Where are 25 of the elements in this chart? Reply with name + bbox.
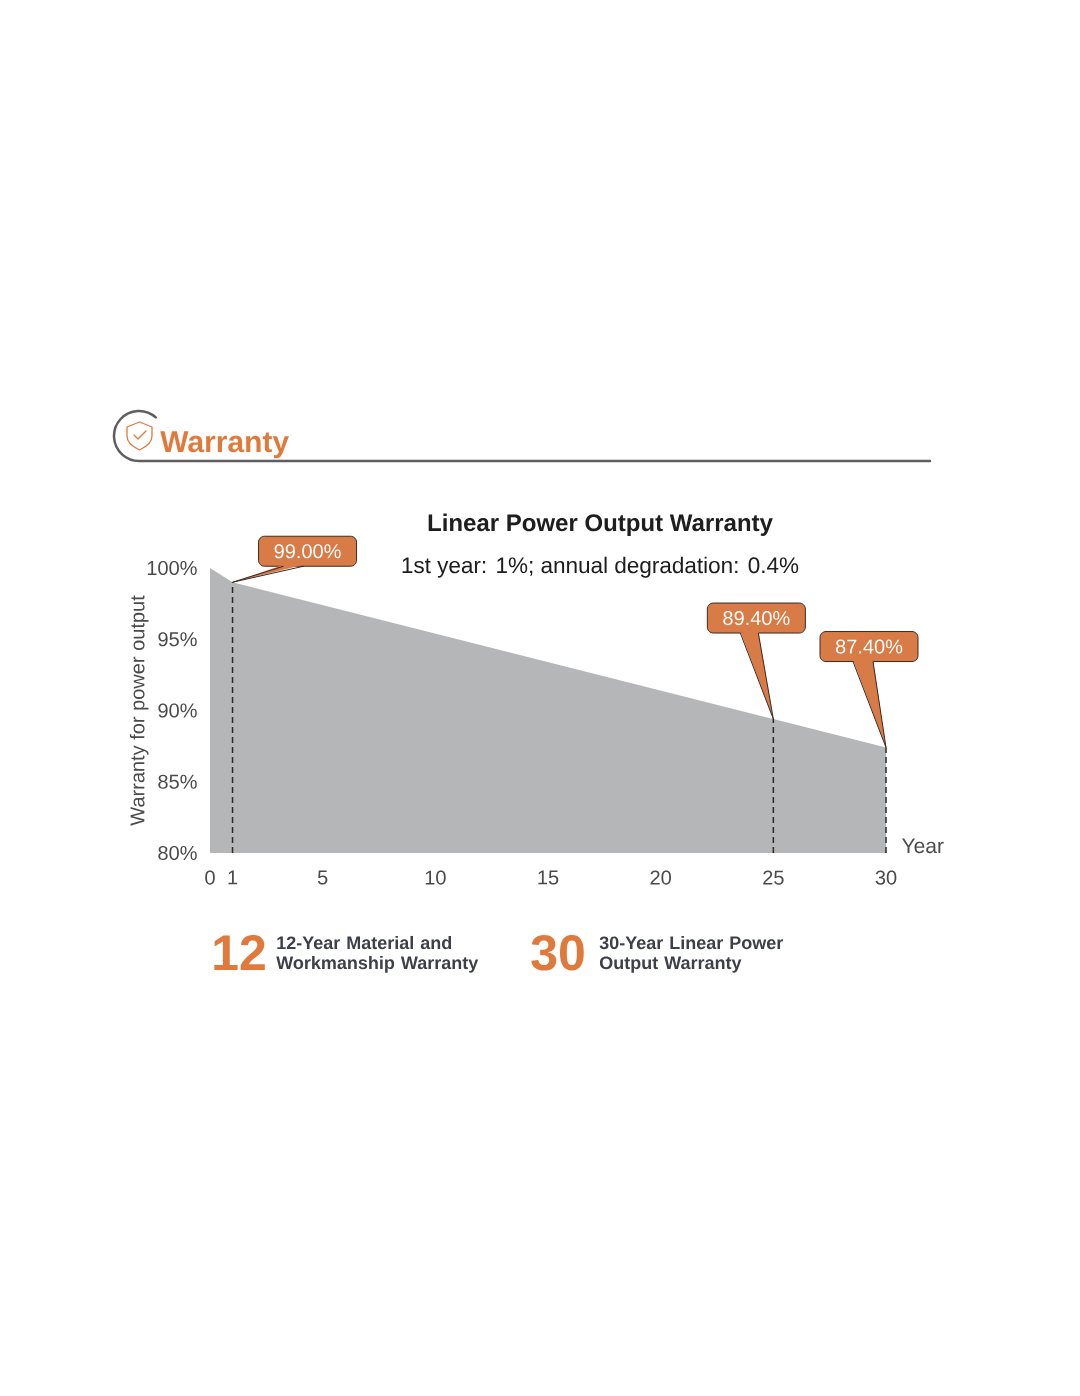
y-tick-label: 85%	[158, 774, 197, 789]
x-tick-label: 20	[650, 870, 672, 885]
x-tick-label: 5	[317, 870, 328, 885]
x-tick-label: 0	[205, 870, 215, 885]
y-tick-label: 95%	[158, 632, 197, 647]
chart-subtitle: 1st year: 1%; annual degradation: 0.4%	[402, 556, 799, 578]
data-label: 87.40%	[835, 639, 903, 654]
data-label: 89.40%	[723, 610, 790, 626]
x-tick-label: 15	[538, 870, 559, 885]
y-tick-label: 100%	[147, 560, 197, 576]
x-tick-label: 1	[228, 870, 238, 885]
x-tick-label: 10	[425, 870, 446, 885]
text: 12	[214, 935, 265, 970]
text: 30-Year Linear Power Output Warranty	[599, 935, 784, 973]
data-label: 99.00%	[274, 544, 341, 559]
chart-title: Linear Power Output Warranty	[428, 513, 773, 536]
text: 30	[531, 935, 584, 971]
x-tick-label: 25	[763, 870, 784, 885]
y-tick-label: 80%	[158, 845, 197, 861]
x-axis-title: Year	[902, 838, 944, 854]
text: 12-Year Material and Workmanship Warranty	[276, 935, 479, 973]
y-tick-label: 90%	[158, 703, 197, 718]
y-axis-title: Warranty for power output	[129, 595, 149, 826]
x-tick-label: 30	[875, 870, 897, 885]
text: Warranty	[160, 431, 289, 459]
